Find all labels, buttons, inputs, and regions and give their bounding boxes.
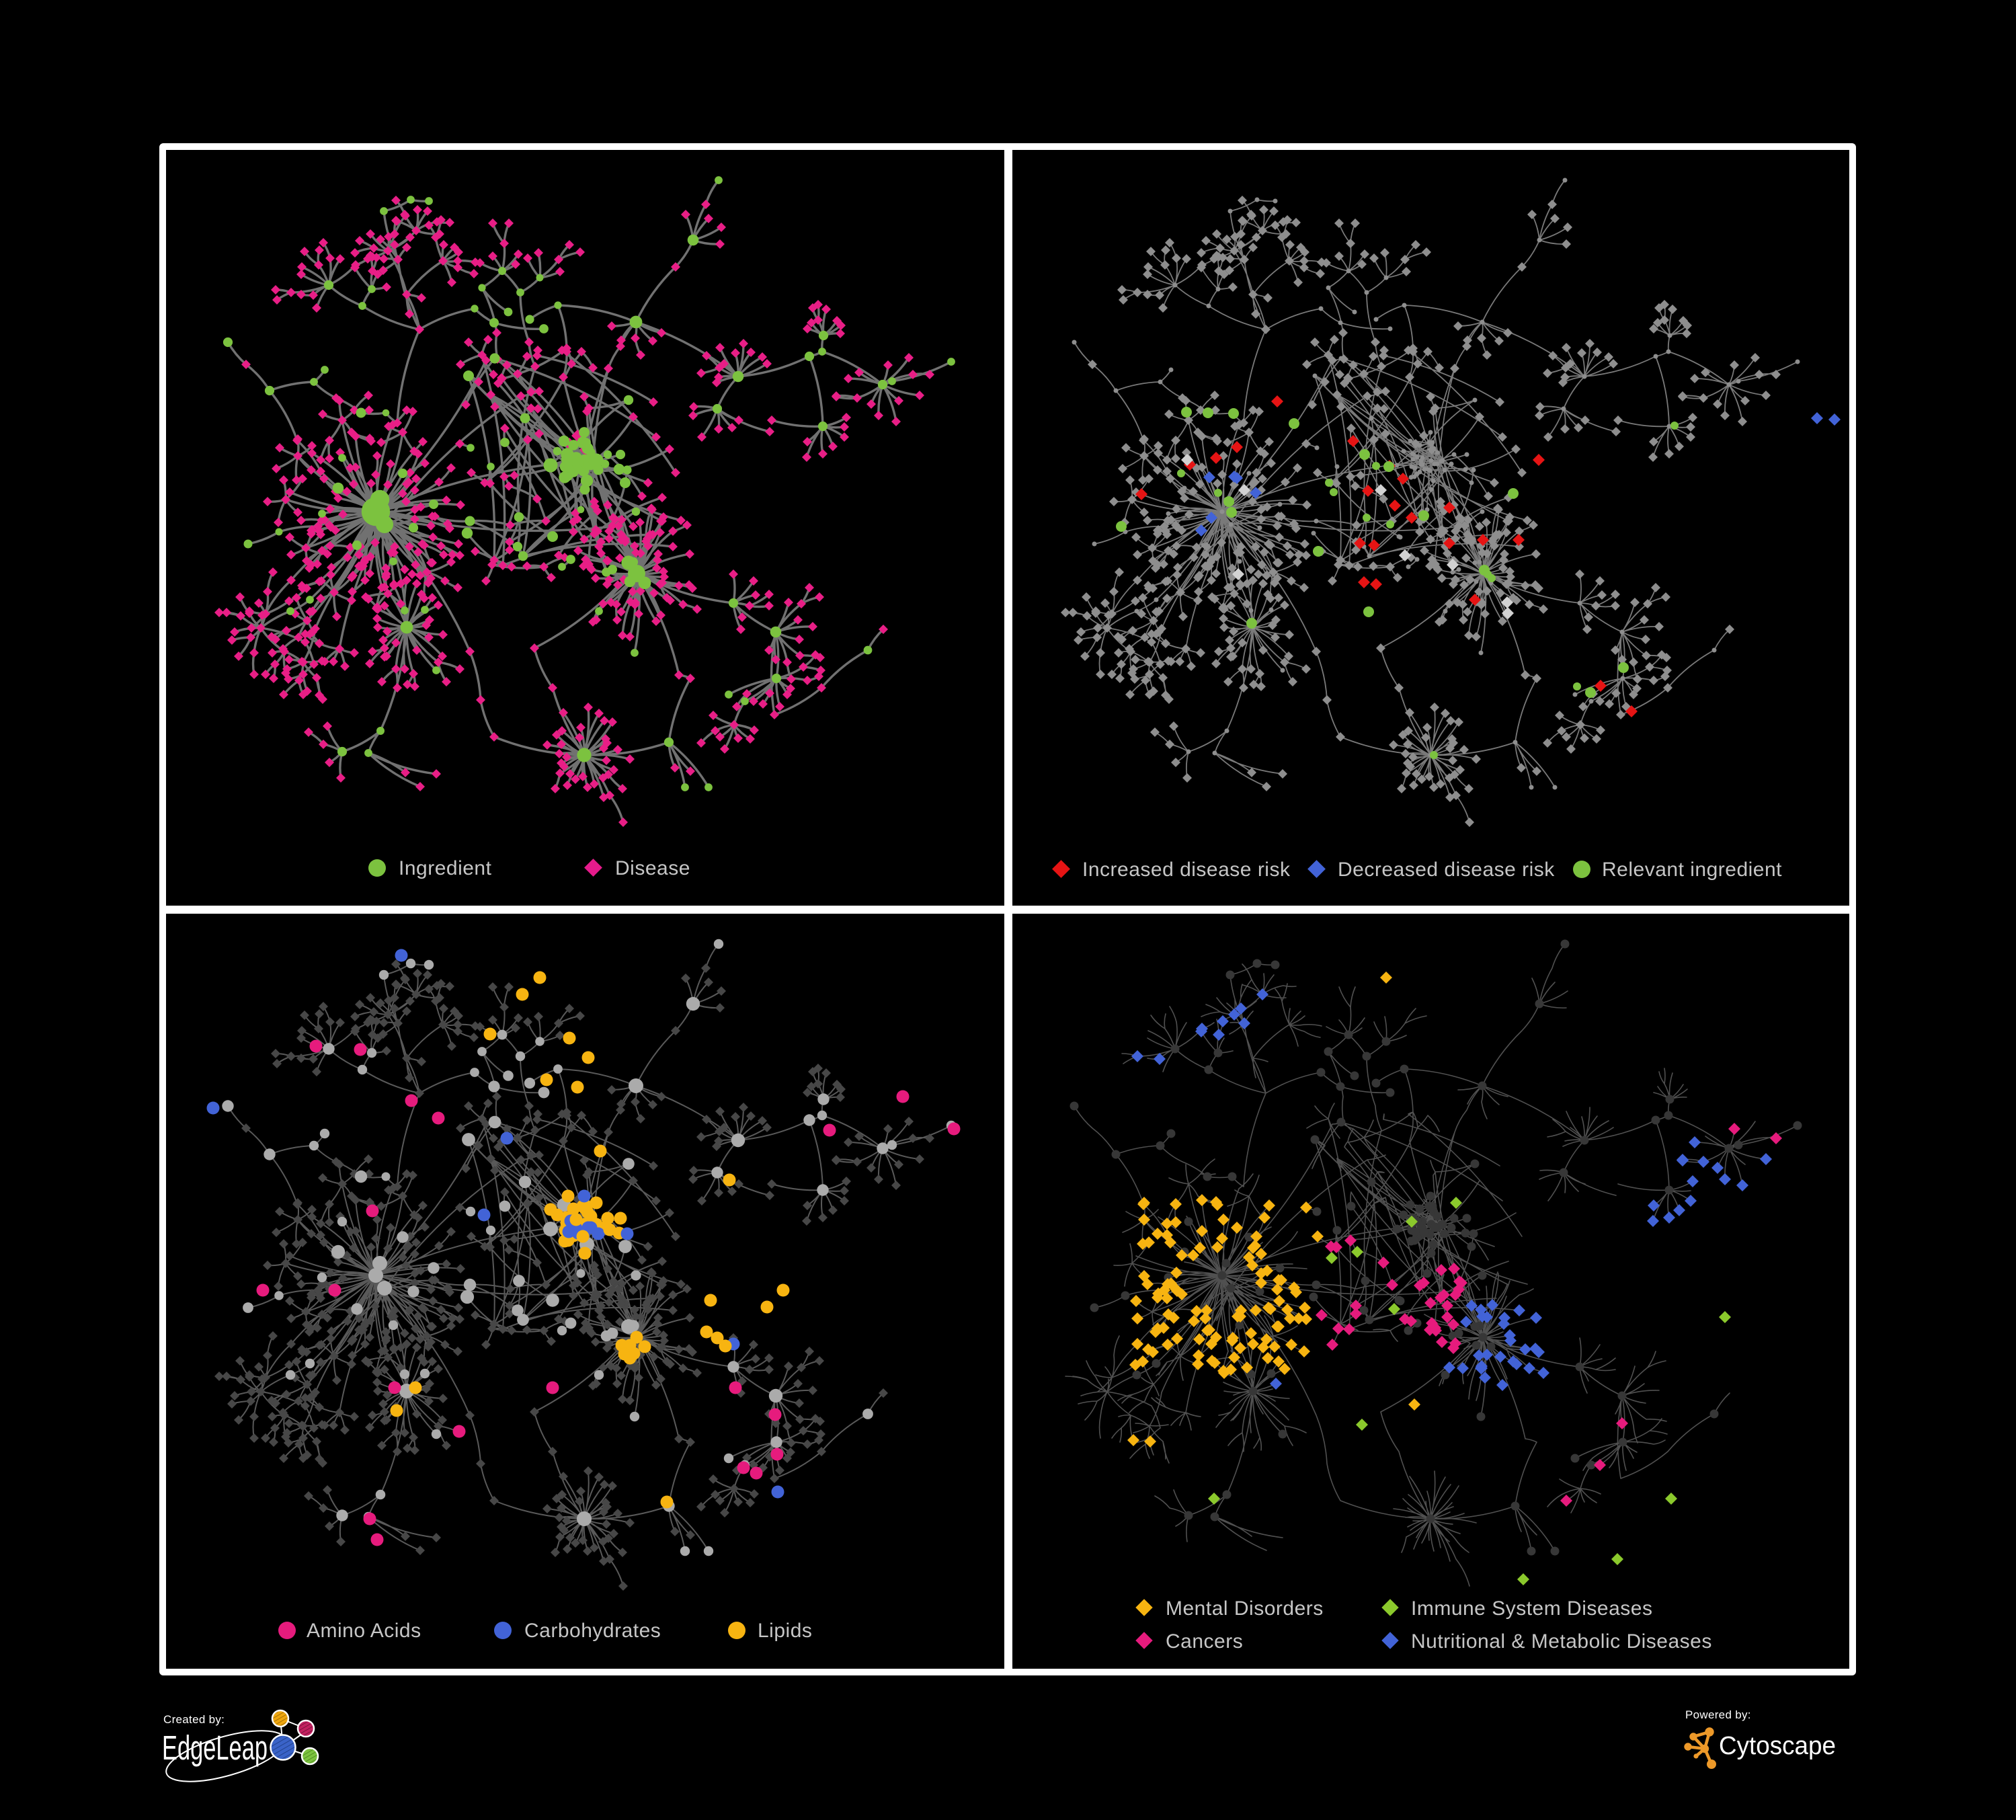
svg-text:Cytoscape: Cytoscape (1719, 1732, 1836, 1760)
svg-text:EdgeLeap: EdgeLeap (162, 1729, 268, 1767)
